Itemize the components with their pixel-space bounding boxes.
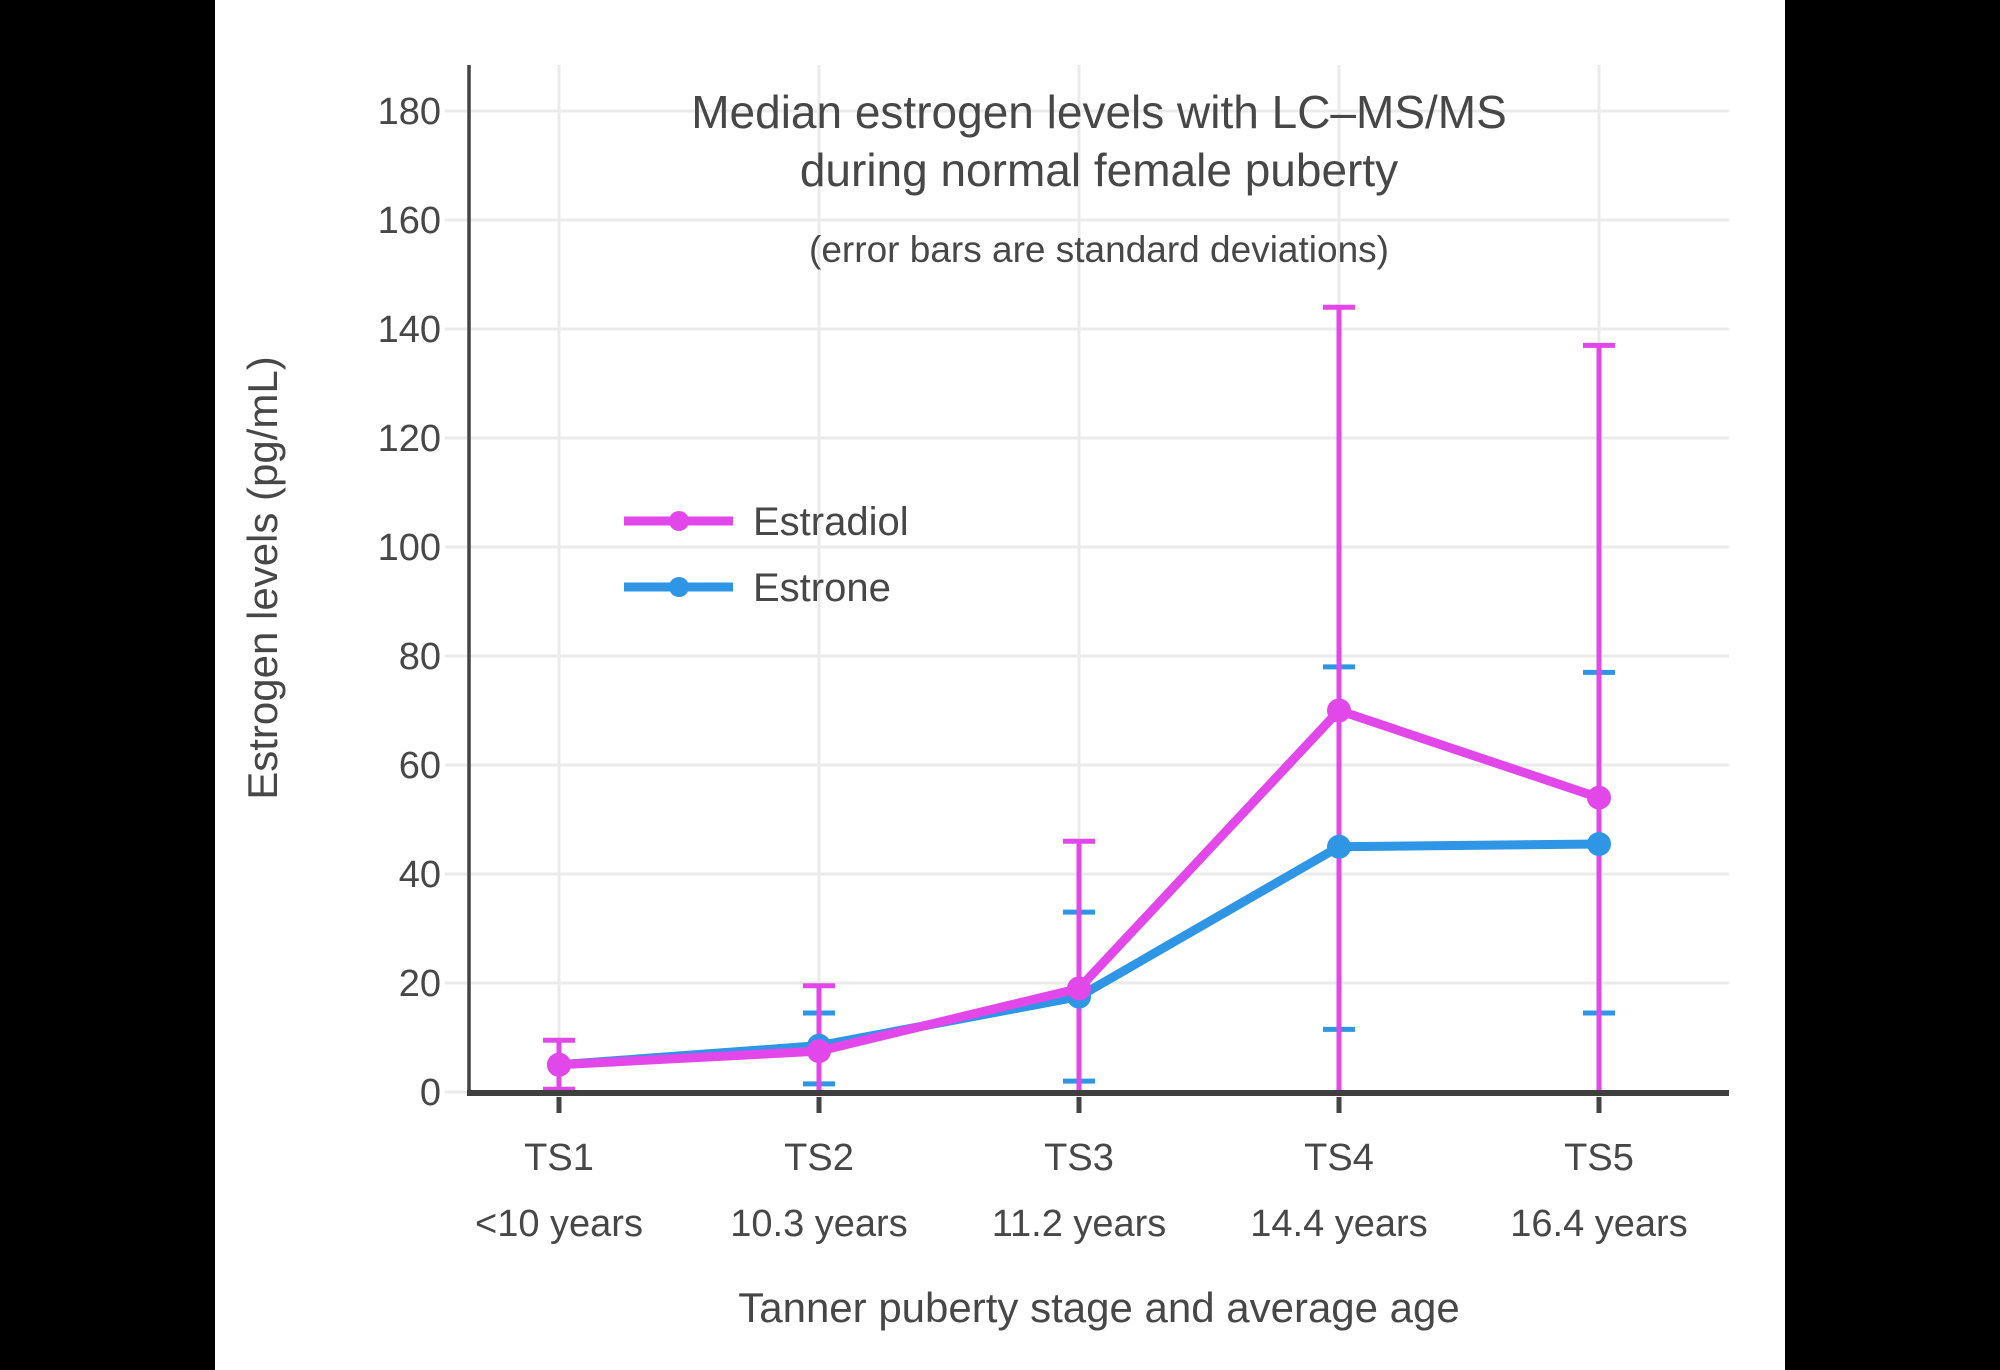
axes: [467, 65, 1729, 1113]
left-black-bar: [0, 0, 215, 1370]
x-tick-sublabel: 10.3 years: [730, 1203, 907, 1245]
y-tick-label: 60: [399, 745, 441, 787]
y-tick-label: 80: [399, 636, 441, 678]
y-tick-label: 0: [420, 1072, 441, 1114]
legend-item-estrone: Estrone: [624, 566, 891, 610]
y-tick-label: 180: [378, 91, 441, 133]
estrone-legend-marker: [669, 577, 689, 597]
y-tick-label: 100: [378, 527, 441, 569]
estrone-legend-label: Estrone: [753, 566, 891, 610]
estradiol-legend-label: Estradiol: [753, 500, 909, 544]
x-tick-sublabel: 16.4 years: [1510, 1203, 1687, 1245]
x-tick-label: TS3: [1044, 1137, 1114, 1179]
legend-item-estradiol: Estradiol: [624, 500, 909, 544]
y-tick-label: 140: [378, 309, 441, 351]
estradiol-legend-marker: [669, 511, 689, 531]
tick-labels: 0 20 40 60 80 100 120 140 160 180 TS1 TS2 TS3 TS4 TS5 <…: [378, 91, 1688, 1245]
chart-title-line1: Median estrogen levels with LC–MS/MS: [691, 86, 1507, 138]
y-tick-label: 120: [378, 418, 441, 460]
data-point-estrone: [1587, 832, 1611, 857]
data-point-estradiol: [807, 1039, 831, 1064]
x-tick-sublabel: 11.2 years: [992, 1203, 1167, 1245]
x-axis-title: Tanner puberty stage and average age: [738, 1284, 1460, 1331]
estrogen-line-chart: 0 20 40 60 80 100 120 140 160 180 TS1 TS2 TS3 TS4 TS5 <…: [239, 65, 1729, 1331]
x-tick-sublabel: <10 years: [475, 1203, 643, 1245]
y-axis-title: Estrogen levels (pg/mL): [239, 356, 286, 800]
data-point-estradiol: [1327, 698, 1351, 723]
right-black-bar: [1785, 0, 2000, 1370]
y-tick-label: 40: [399, 854, 441, 896]
chart-subtitle: (error bars are standard deviations): [809, 229, 1389, 270]
data-point-estradiol: [1587, 785, 1611, 810]
x-tick-label: TS5: [1564, 1137, 1634, 1179]
chart-plot-area: 0 20 40 60 80 100 120 140 160 180 TS1 TS2 TS3 TS4 TS5 <…: [378, 65, 1729, 1245]
y-tick-label: 160: [378, 200, 441, 242]
x-tick-sublabel: 14.4 years: [1250, 1203, 1427, 1245]
legend: Estradiol Estrone: [624, 500, 909, 610]
x-tick-label: TS1: [524, 1137, 594, 1179]
data-point-estrone: [1327, 834, 1351, 859]
x-tick-label: TS4: [1304, 1137, 1374, 1179]
chart-canvas: 0 20 40 60 80 100 120 140 160 180 TS1 TS2 TS3 TS4 TS5 <…: [215, 0, 1785, 1370]
chart-title-line2: during normal female puberty: [800, 144, 1398, 196]
data-point-estradiol: [547, 1052, 571, 1077]
y-tick-label: 20: [399, 963, 441, 1005]
data-point-estradiol: [1067, 976, 1091, 1001]
series: [547, 698, 1611, 1077]
x-tick-label: TS2: [784, 1137, 854, 1179]
gridlines: [445, 65, 1729, 1094]
